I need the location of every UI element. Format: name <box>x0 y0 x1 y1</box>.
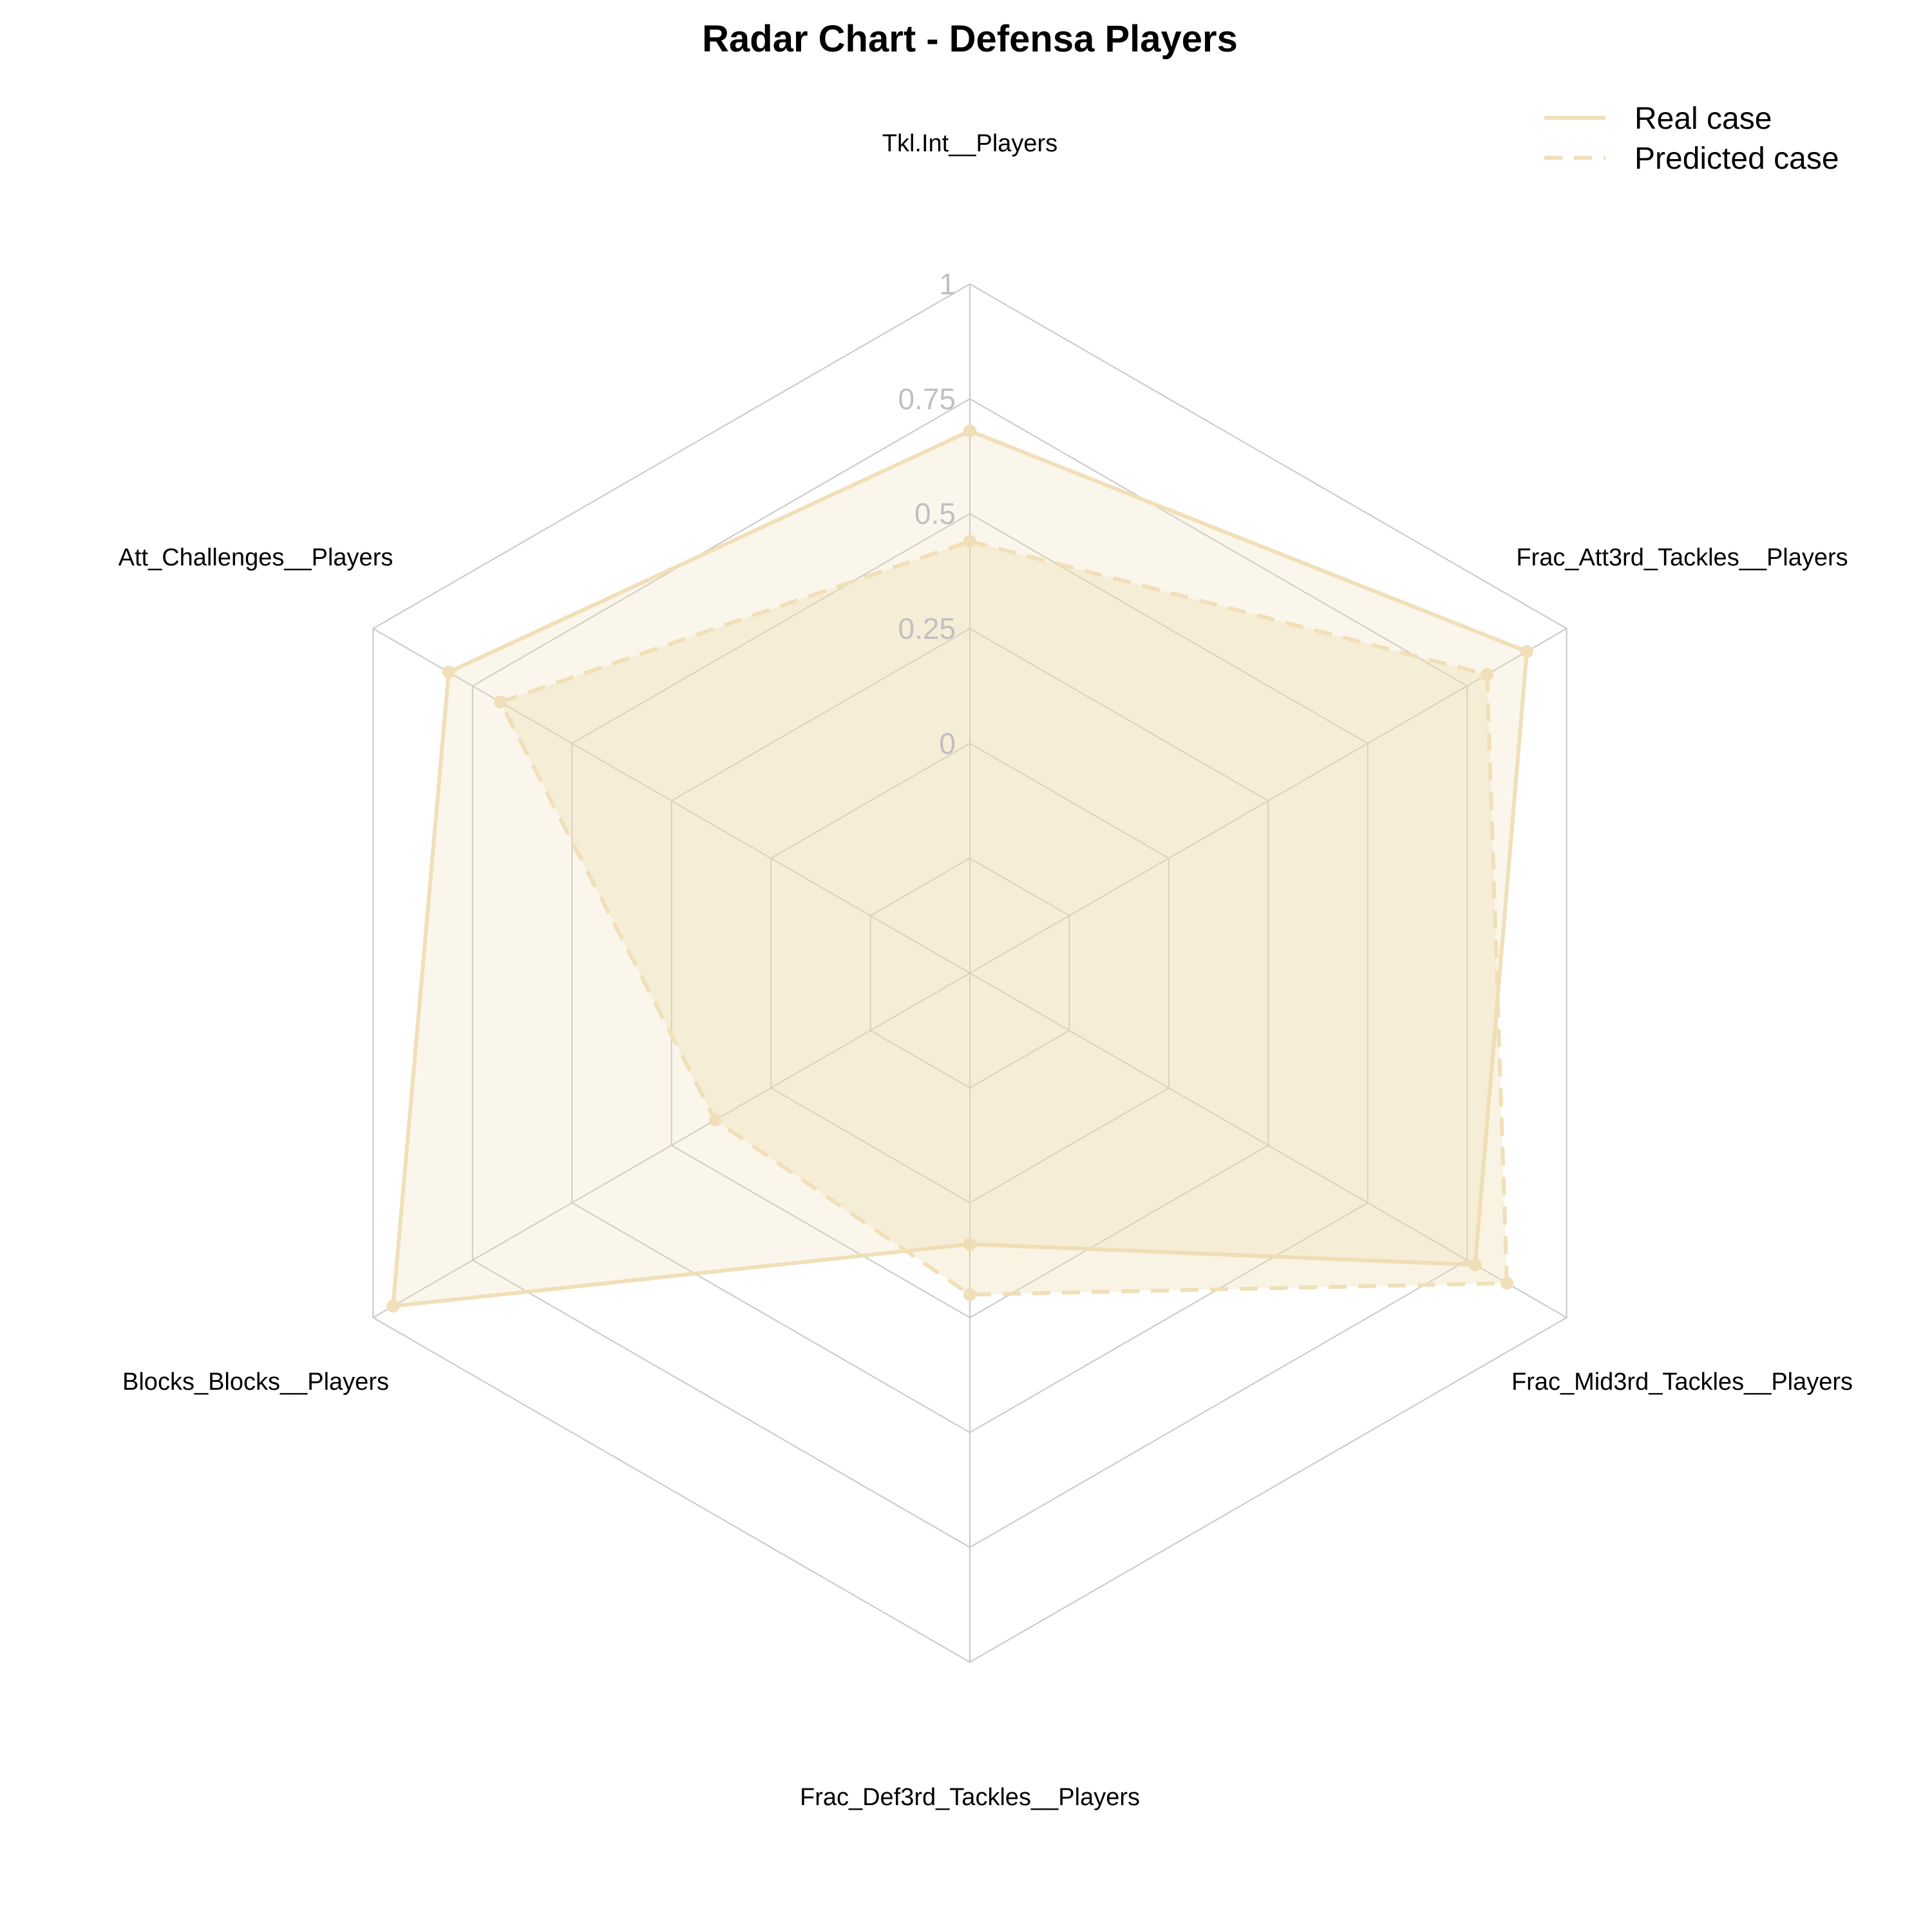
data-point <box>1520 645 1533 658</box>
tick-label: 1 <box>939 267 956 301</box>
tick-label: 0 <box>939 726 956 760</box>
axis-label: Frac_Att3rd_Tackles__Players <box>1516 544 1848 571</box>
data-point <box>708 1113 722 1127</box>
axis-label: Att_Challenges__Players <box>118 544 393 571</box>
tick-label: 0.75 <box>898 382 956 415</box>
data-point <box>963 535 976 548</box>
data-point <box>963 424 976 438</box>
series-area <box>393 431 1527 1307</box>
axis-label: Tkl.Int__Players <box>882 130 1057 157</box>
chart-title: Radar Chart - Defensa Players <box>702 18 1238 60</box>
series-layer <box>386 424 1533 1313</box>
axis-label: Frac_Mid3rd_Tackles__Players <box>1511 1368 1853 1396</box>
data-point <box>1500 1276 1513 1290</box>
tick-label: 0.25 <box>898 612 956 645</box>
data-point <box>386 1300 400 1313</box>
axis-labels: Tkl.Int__Players Frac_Att3rd_Tackles__Pla… <box>118 130 1853 1811</box>
tick-label: 0.5 <box>914 497 956 531</box>
grid-spoke <box>969 628 1567 974</box>
tick-labels: 0 0.25 0.5 0.75 1 <box>898 267 956 760</box>
data-point <box>1481 668 1494 681</box>
axis-label: Blocks_Blocks__Players <box>122 1368 389 1396</box>
grid-spoke <box>372 628 971 974</box>
data-point <box>1468 1258 1482 1271</box>
legend-label: Real case <box>1634 102 1772 136</box>
grid-layer <box>372 283 1567 1663</box>
axis-label: Frac_Def3rd_Tackles__Players <box>800 1784 1140 1811</box>
grid-spoke <box>372 972 971 1318</box>
legend: Real case Predicted case <box>1544 102 1839 176</box>
legend-label: Predicted case <box>1634 142 1839 176</box>
data-point <box>963 1288 976 1302</box>
grid-spoke <box>969 972 1567 1318</box>
data-point <box>963 1237 976 1251</box>
data-point <box>442 665 455 679</box>
data-point <box>494 696 507 709</box>
series-area <box>500 541 1507 1295</box>
